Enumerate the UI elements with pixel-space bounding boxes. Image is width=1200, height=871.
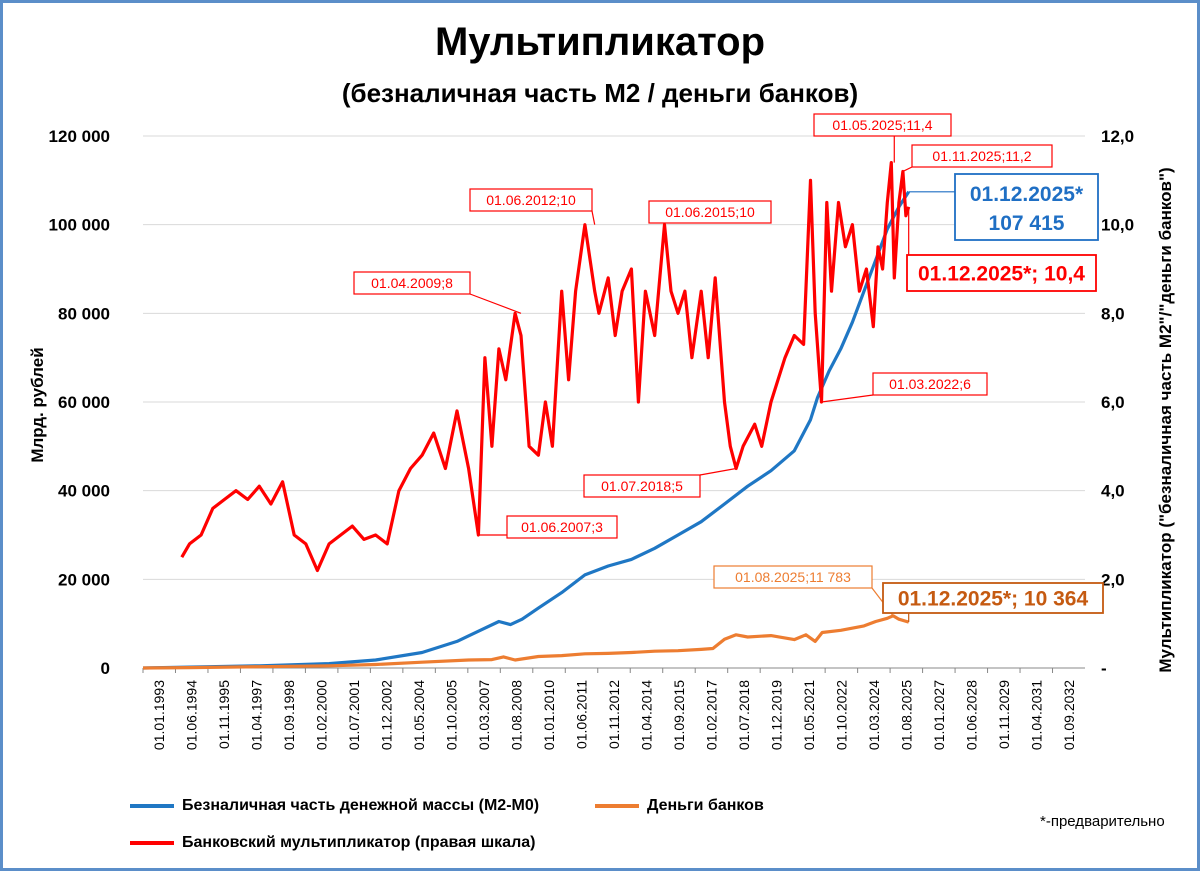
annotation-label: 01.06.2015;10 [665, 204, 755, 220]
x-tick-label: 01.06.2028 [963, 680, 979, 750]
annotation-box [648, 200, 772, 224]
annotation-box [911, 144, 1053, 168]
annotation-value: 107 415 [989, 212, 1065, 235]
x-tick-label: 01.04.1997 [249, 680, 265, 750]
y-tick-label-right: 8,0 [1101, 304, 1125, 323]
x-tick-label: 01.07.2001 [346, 680, 362, 750]
x-tick-label: 01.12.2019 [768, 680, 784, 750]
y-tick-label-right: 10,0 [1101, 216, 1134, 235]
annotation-leader [699, 467, 737, 476]
y-tick-label-left: 60 000 [58, 393, 110, 412]
annotation-box [813, 113, 952, 137]
y-tick-label-right: 6,0 [1101, 393, 1125, 412]
y-tick-label-right: 2,0 [1101, 570, 1125, 589]
annotation-label: 01.05.2025;11,4 [832, 117, 932, 133]
x-tick-label: 01.12.2002 [379, 680, 395, 750]
x-tick-label: 01.11.2012 [606, 680, 622, 749]
footnote: *-предварительно [1040, 813, 1165, 830]
x-tick-label: 01.01.2010 [541, 680, 557, 750]
x-tick-label: 01.09.2015 [671, 680, 687, 750]
x-tick-label: 01.11.2029 [996, 680, 1012, 749]
annotation-box [954, 173, 1099, 241]
y-tick-label-right: - [1101, 659, 1107, 678]
annotation-leader [821, 394, 874, 403]
x-tick-label: 01.10.2005 [444, 680, 460, 750]
x-tick-label: 01.03.2007 [476, 680, 492, 750]
annotation-label: 01.06.2007;3 [521, 519, 603, 535]
series-line-2 [180, 161, 911, 573]
chart-subtitle: (безналичная часть М2 / деньги банков) [341, 78, 859, 108]
legend-label-m2: Безналичная часть денежной массы (М2-М0) [182, 797, 540, 814]
x-tick-label: 01.01.2027 [931, 680, 947, 750]
series-line-1 [142, 614, 910, 670]
chart-title: Мультипликатор [434, 20, 766, 64]
annotation-label: 01.08.2025;11 783 [735, 569, 851, 585]
annotation-box [506, 515, 618, 539]
x-tick-label: 01.04.2014 [638, 680, 654, 750]
legend-swatch-mult [130, 840, 174, 845]
legend-item-bank: Деньги банков [595, 797, 764, 815]
annotation-box [713, 565, 873, 589]
y-tick-label-left: 80 000 [58, 304, 110, 323]
annotation-box [353, 271, 471, 295]
y-tick-label-left: 0 [101, 659, 110, 678]
x-tick-label: 01.10.2022 [833, 680, 849, 750]
annotation-leader [902, 166, 913, 173]
annotation-label: 01.12.2025* [970, 183, 1084, 206]
annotation-label: 01.04.2009;8 [371, 275, 453, 291]
annotation-leader [591, 210, 596, 225]
x-tick-label: 01.09.1998 [281, 680, 297, 750]
annotation-box [882, 582, 1104, 614]
annotation-box [583, 474, 701, 498]
x-tick-label: 01.05.2021 [801, 680, 817, 750]
x-tick-label: 01.02.2017 [703, 680, 719, 750]
x-tick-label: 01.04.2031 [1028, 680, 1044, 750]
annotation-label: 01.03.2022;6 [889, 376, 971, 392]
annotation-label: 01.06.2012;10 [486, 192, 576, 208]
x-tick-label: 01.11.1995 [216, 680, 232, 749]
x-tick-label: 01.06.1994 [184, 680, 200, 750]
legend-swatch-bank [595, 803, 639, 808]
annotation-leader [469, 293, 522, 314]
y-tick-label-left: 40 000 [58, 482, 110, 501]
annotation-label: 01.11.2025;11,2 [932, 148, 1031, 164]
annotation-box [469, 188, 593, 212]
x-tick-label: 01.08.2025 [898, 680, 914, 750]
annotation-label: 01.12.2025*; 10 364 [898, 588, 1089, 611]
y-tick-label-right: 4,0 [1101, 482, 1125, 501]
annotation-label: 01.12.2025*; 10,4 [918, 263, 1085, 286]
legend-item-m2: Безналичная часть денежной массы (М2-М0) [130, 797, 539, 815]
x-tick-label: 01.03.2024 [866, 680, 882, 750]
x-tick-label: 01.01.1993 [151, 680, 167, 750]
x-tick-label: 01.06.2011 [574, 680, 590, 749]
legend-label-bank: Деньги банков [647, 797, 764, 814]
annotation-box [872, 372, 988, 396]
legend-label-mult: Банковский мультипликатор (правая шкала) [182, 834, 536, 851]
annotation-box [906, 254, 1097, 292]
x-tick-label: 01.09.2032 [1061, 680, 1077, 750]
x-tick-label: 01.05.2004 [411, 680, 427, 750]
series-line-0 [142, 190, 911, 670]
y-tick-label-left: 20 000 [58, 570, 110, 589]
x-tick-label: 01.02.2000 [314, 680, 330, 750]
y-tick-label-left: 100 000 [49, 216, 110, 235]
x-tick-label: 01.08.2008 [509, 680, 525, 750]
y-tick-label-left: 120 000 [49, 127, 110, 146]
x-tick-label: 01.07.2018 [736, 680, 752, 750]
annotation-label: 01.07.2018;5 [601, 478, 683, 494]
legend-swatch-m2 [130, 803, 174, 808]
y-tick-label-right: 12,0 [1101, 127, 1134, 146]
legend-item-mult: Банковский мультипликатор (правая шкала) [130, 834, 535, 852]
